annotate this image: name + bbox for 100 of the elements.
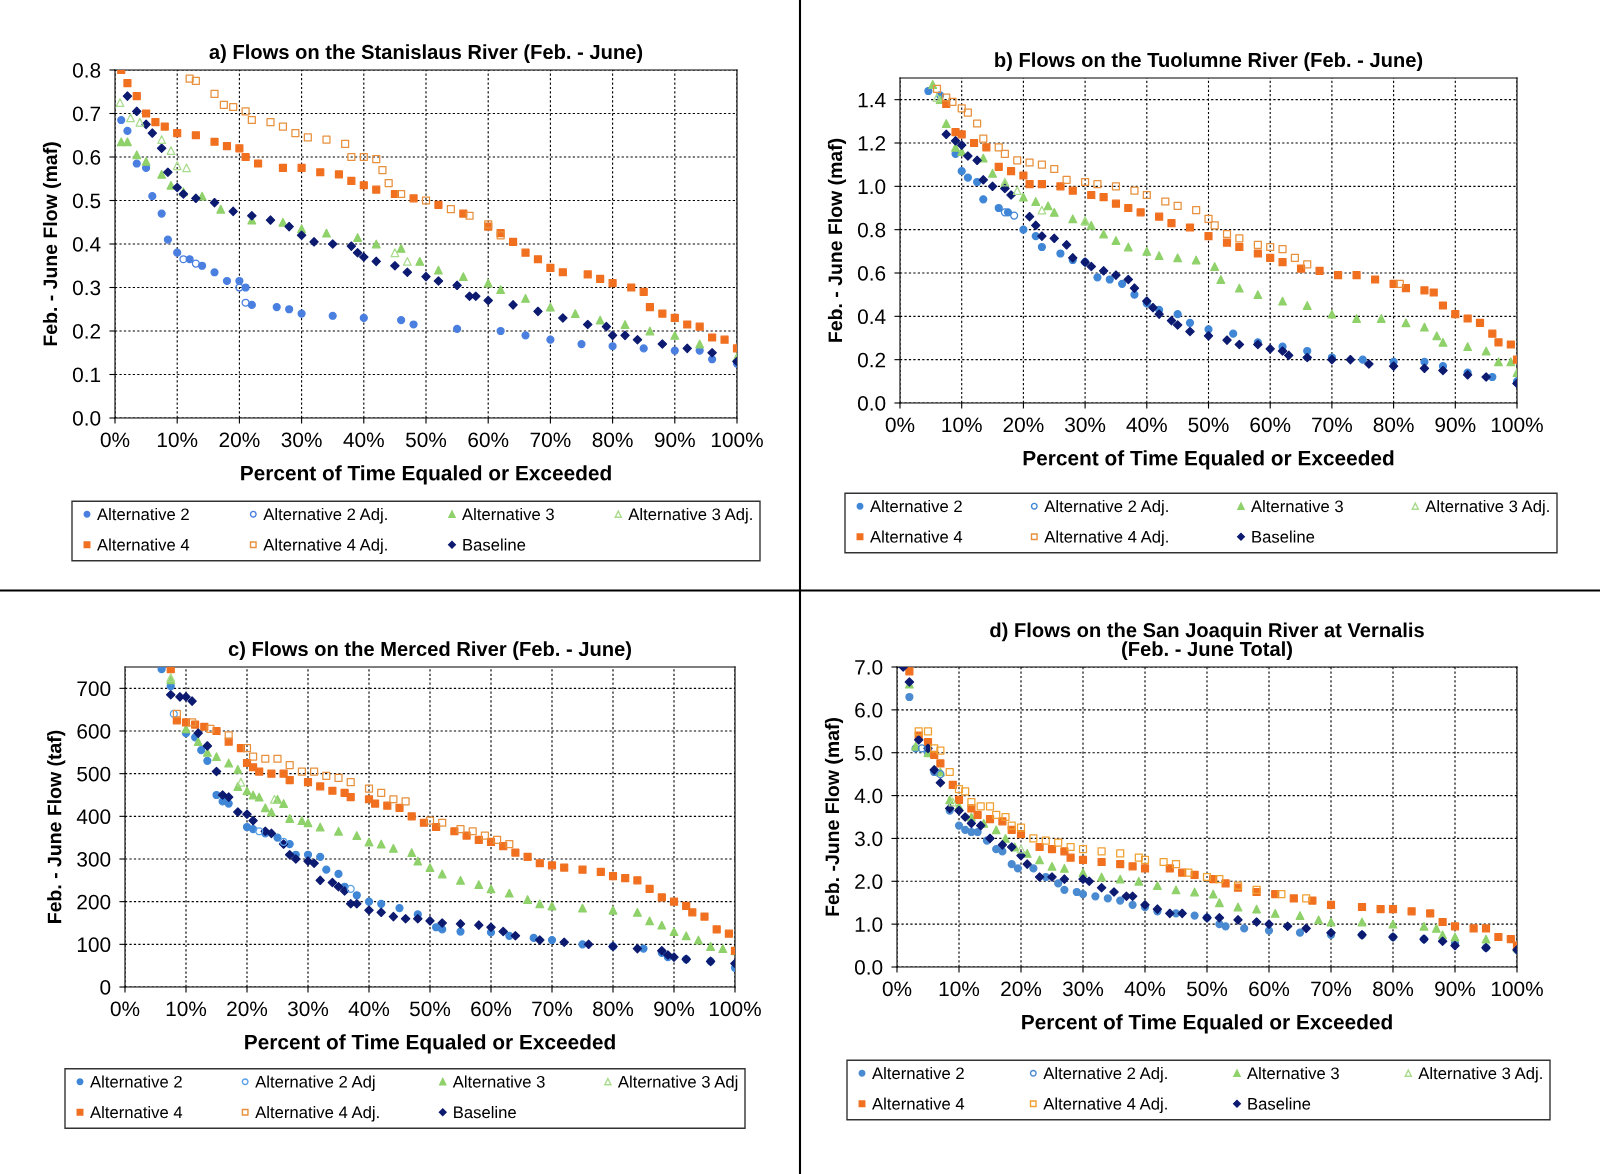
y-tick-label: 0.5 [72, 193, 101, 209]
x-axis-title: Percent of Time Equaled or Exceeded [1023, 450, 1394, 470]
y-tick-label: 0.4 [72, 237, 101, 252]
x-tick-label: 0% [885, 417, 915, 433]
x-tick-label: 80% [1373, 981, 1414, 997]
x-tick-label: 50% [405, 432, 447, 448]
y-tick-label: 0.0 [857, 396, 886, 411]
x-tick-label: 100% [1491, 981, 1543, 997]
legend-label: Baseline [463, 538, 526, 551]
x-tick-label: 50% [409, 1001, 451, 1017]
y-tick-label: 500 [77, 766, 111, 782]
y-tick-label: 6.0 [855, 702, 883, 718]
x-tick-label: 60% [1249, 981, 1290, 997]
legend-label: Alternative 4 Adj. [263, 538, 387, 555]
x-tick-label: 60% [468, 432, 509, 448]
legend-label: Alternative 2 Adj. [263, 507, 387, 524]
y-tick-label: 0.0 [72, 411, 101, 426]
x-tick-label: 90% [1435, 981, 1476, 997]
x-axis-title: Percent of Time Equaled or Exceeded [241, 465, 611, 485]
x-tick-label: 50% [1188, 417, 1229, 433]
legend-label: Baseline [1248, 1097, 1311, 1110]
x-tick-label: 40% [343, 432, 384, 448]
x-tick-label: 0% [110, 1001, 140, 1017]
legend-label: Alternative 2 [90, 1075, 182, 1088]
y-tick-label: 0.0 [854, 960, 883, 975]
y-tick-label: 0.2 [72, 324, 101, 339]
y-axis-title: Feb. -June Flow (maf) [824, 718, 844, 916]
y-tick-label: 700 [77, 681, 111, 697]
x-tick-label: 0% [100, 432, 130, 448]
x-axis-title: Percent of Time Equaled or Exceeded [245, 1034, 615, 1054]
legend-label: Alternative 2 [97, 507, 189, 521]
legend-label: Alternative 4 Adj. [255, 1106, 379, 1122]
y-tick-label: 300 [77, 852, 111, 867]
legend-label: Alternative 4 Adj. [1044, 530, 1168, 547]
y-tick-label: 0 [100, 980, 111, 995]
legend-label: Alternative 3 [452, 1075, 545, 1088]
y-axis-title: Feb. - June Flow (maf) [827, 138, 847, 342]
legend-label: Alternative 3 Adj. [628, 507, 752, 524]
x-tick-label: 20% [1003, 417, 1044, 433]
x-tick-label: 40% [1124, 981, 1166, 997]
y-tick-label: 400 [76, 809, 111, 825]
legend-label: Alternative 3 [1251, 499, 1343, 513]
y-axis-title: Feb. - June Flow (taf) [47, 730, 66, 923]
x-tick-label: 80% [1373, 417, 1414, 433]
y-tick-label: 0.6 [857, 266, 886, 281]
legend-label: Alternative 3 Adj [617, 1075, 738, 1091]
y-tick-label: 0.2 [857, 352, 886, 368]
x-tick-label: 10% [942, 417, 982, 433]
x-tick-label: 80% [592, 432, 633, 448]
x-tick-label: 30% [1062, 981, 1104, 997]
y-tick-label: 0.8 [857, 222, 886, 238]
x-tick-label: 100% [709, 1001, 761, 1017]
y-tick-label: 600 [77, 724, 111, 739]
legend-label: Alternative 2 Adj. [1043, 1066, 1167, 1083]
x-tick-label: 20% [227, 1001, 268, 1017]
x-tick-label: 10% [939, 981, 980, 997]
x-tick-label: 100% [711, 432, 763, 448]
x-tick-label: 10% [157, 432, 198, 448]
legend-label: Alternative 3 [462, 507, 554, 521]
legend-label: Alternative 2 Adj [255, 1075, 375, 1091]
x-tick-label: 80% [593, 1001, 634, 1017]
y-tick-label: 1.0 [858, 179, 886, 195]
y-tick-label: 4.0 [854, 788, 883, 804]
x-tick-label: 70% [1312, 417, 1353, 433]
x-tick-label: 20% [219, 432, 260, 448]
y-tick-label: 0.1 [72, 367, 101, 383]
y-axis-title: Feb. - June Flow (maf) [42, 142, 62, 346]
x-tick-label: 100% [1491, 417, 1543, 433]
legend-label: Alternative 2 [872, 1066, 964, 1080]
legend-label: Alternative 4 [90, 1106, 183, 1119]
x-tick-label: 90% [1435, 417, 1476, 433]
x-tick-label: 30% [287, 1001, 329, 1017]
legend-label: Alternative 4 [97, 538, 190, 551]
x-tick-label: 30% [281, 432, 322, 448]
x-tick-label: 50% [1186, 981, 1228, 997]
y-tick-label: 1.0 [855, 917, 883, 932]
legend-label: Alternative 4 [872, 1097, 965, 1110]
legend-label: Alternative 2 Adj. [1044, 499, 1168, 516]
legend-label: Alternative 3 Adj. [1418, 1066, 1542, 1083]
x-tick-label: 60% [1250, 417, 1291, 433]
y-tick-label: 200 [77, 894, 111, 910]
y-tick-label: 0.3 [72, 280, 101, 296]
x-tick-label: 70% [530, 432, 571, 448]
y-tick-label: 0.6 [72, 150, 101, 165]
y-tick-label: 0.7 [72, 106, 101, 122]
y-tick-label: 1.2 [858, 136, 886, 151]
x-tick-label: 90% [654, 1001, 695, 1017]
legend-label: Baseline [1252, 530, 1315, 543]
legend-label: Baseline [454, 1106, 516, 1119]
x-tick-label: 90% [654, 432, 695, 448]
legend-label: Alternative 4 [870, 530, 963, 543]
y-tick-label: 1.4 [858, 92, 886, 108]
y-tick-label: 0.8 [72, 63, 101, 78]
y-tick-label: 100 [77, 937, 111, 953]
chart-title: b) Flows on the Tuolumne River (Feb. - June) [995, 52, 1423, 72]
y-tick-label: 0.4 [857, 309, 886, 325]
x-tick-label: 70% [1311, 981, 1352, 997]
y-tick-label: 5.0 [854, 745, 883, 761]
x-tick-label: 20% [1001, 981, 1042, 997]
x-tick-label: 60% [471, 1001, 512, 1017]
